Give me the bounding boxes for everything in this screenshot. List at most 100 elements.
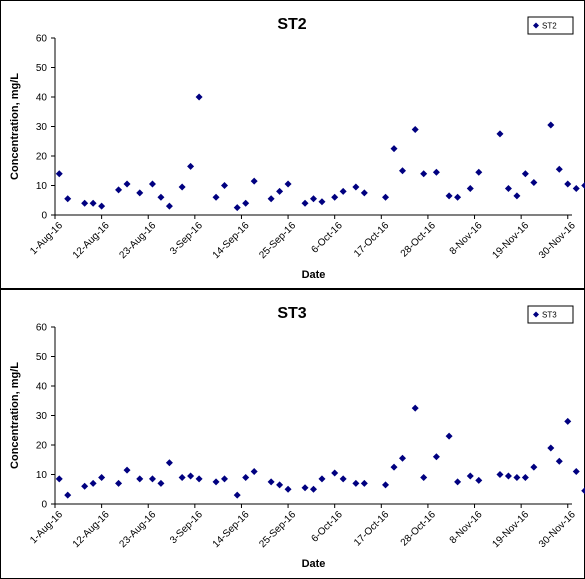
data-point bbox=[547, 444, 555, 452]
x-tick-label: 28-Oct-16 bbox=[399, 509, 439, 549]
data-point bbox=[195, 475, 203, 483]
data-point bbox=[136, 475, 144, 483]
x-tick-label: 14-Sep-16 bbox=[211, 509, 252, 550]
data-point bbox=[360, 189, 368, 197]
y-tick-label: 20 bbox=[36, 441, 48, 452]
data-point bbox=[284, 180, 292, 188]
data-point bbox=[301, 484, 309, 492]
data-point bbox=[445, 432, 453, 440]
x-tick-label: 30-Nov-16 bbox=[537, 509, 578, 550]
data-point bbox=[115, 186, 123, 194]
data-point bbox=[390, 463, 398, 471]
data-point bbox=[411, 404, 419, 412]
x-tick-label: 25-Sep-16 bbox=[257, 509, 298, 550]
data-point bbox=[318, 198, 326, 206]
data-point bbox=[64, 491, 72, 499]
data-point bbox=[301, 199, 309, 207]
data-point bbox=[318, 475, 326, 483]
data-point bbox=[521, 170, 529, 178]
data-point bbox=[382, 193, 390, 201]
data-point bbox=[564, 417, 572, 425]
x-tick-label: 1-Aug-16 bbox=[28, 220, 65, 257]
data-point bbox=[581, 182, 585, 189]
x-tick-label: 17-Oct-16 bbox=[352, 509, 392, 549]
data-point bbox=[221, 475, 229, 483]
x-tick-label: 23-Aug-16 bbox=[117, 220, 158, 261]
y-tick-label: 60 bbox=[36, 34, 48, 45]
x-tick-label: 8-Nov-16 bbox=[448, 509, 485, 546]
y-tick-label: 50 bbox=[36, 63, 48, 74]
x-tick-label: 19-Nov-16 bbox=[490, 220, 531, 261]
data-point bbox=[276, 187, 284, 195]
x-tick-label: 6-Oct-16 bbox=[309, 220, 345, 256]
data-point bbox=[572, 468, 580, 476]
data-point bbox=[382, 481, 390, 489]
legend-marker bbox=[533, 22, 539, 29]
y-tick-label: 10 bbox=[36, 470, 48, 481]
data-point bbox=[89, 479, 97, 487]
x-tick-label: 30-Nov-16 bbox=[537, 220, 578, 261]
x-tick-label: 23-Aug-16 bbox=[117, 509, 158, 550]
data-point bbox=[445, 192, 453, 200]
x-tick-label: 14-Sep-16 bbox=[211, 220, 252, 261]
y-tick-label: 10 bbox=[36, 181, 48, 192]
data-point bbox=[496, 130, 504, 138]
data-point bbox=[267, 195, 275, 203]
data-point bbox=[475, 476, 483, 484]
data-point bbox=[555, 457, 563, 465]
y-tick-label: 20 bbox=[36, 152, 48, 163]
data-point bbox=[352, 183, 360, 191]
data-point bbox=[411, 125, 419, 133]
data-point bbox=[242, 199, 250, 207]
data-point bbox=[233, 491, 241, 499]
data-point bbox=[276, 481, 284, 489]
x-tick-label: 1-Aug-16 bbox=[28, 509, 65, 546]
x-tick-label: 12-Aug-16 bbox=[71, 509, 112, 550]
data-point bbox=[475, 168, 483, 176]
data-point bbox=[81, 199, 89, 207]
data-point bbox=[55, 170, 63, 178]
legend-label: ST3 bbox=[542, 311, 557, 320]
data-point bbox=[420, 170, 428, 178]
data-point bbox=[390, 145, 398, 153]
y-axis-title: Concentration, mg/L bbox=[9, 362, 21, 469]
y-tick-label: 60 bbox=[36, 323, 48, 334]
legend-label: ST2 bbox=[542, 22, 557, 31]
data-point bbox=[513, 473, 521, 481]
data-point bbox=[331, 193, 339, 201]
chart-panel-st3: ST3 0 10 20 30 40 50 60 1-Aug-16 12-Aug-16 23-Aug-… bbox=[0, 289, 585, 579]
data-point bbox=[398, 454, 406, 462]
x-tick-label: 28-Oct-16 bbox=[399, 220, 439, 260]
legend-marker bbox=[533, 311, 539, 318]
x-tick-label: 3-Sep-16 bbox=[168, 220, 205, 257]
x-tick-label: 17-Oct-16 bbox=[352, 220, 392, 260]
data-point bbox=[123, 466, 131, 474]
y-tick-label: 30 bbox=[36, 411, 48, 422]
data-point bbox=[165, 459, 173, 467]
y-axis-title: Concentration, mg/L bbox=[9, 73, 21, 180]
data-point bbox=[221, 182, 229, 189]
x-tick-label: 8-Nov-16 bbox=[448, 220, 485, 257]
data-point bbox=[187, 472, 195, 480]
chart-st2: ST2 0 10 20 30 40 50 60 1-Aug-16 12-Aug-16 23-Aug-… bbox=[9, 16, 585, 281]
data-point bbox=[513, 192, 521, 200]
data-point bbox=[89, 199, 97, 207]
data-point bbox=[564, 180, 572, 188]
data-point bbox=[233, 204, 241, 212]
x-tick-label: 19-Nov-16 bbox=[490, 509, 531, 550]
data-point bbox=[148, 180, 156, 188]
data-point bbox=[250, 468, 258, 476]
legend-box bbox=[527, 16, 574, 35]
y-tick-label: 0 bbox=[41, 500, 47, 511]
data-point bbox=[55, 475, 63, 483]
chart-title: ST2 bbox=[277, 16, 306, 33]
data-point bbox=[454, 478, 462, 486]
data-point bbox=[284, 485, 292, 493]
y-tick-label: 40 bbox=[36, 93, 48, 104]
x-axis-title: Date bbox=[302, 558, 326, 570]
data-point bbox=[398, 167, 406, 175]
x-axis-title: Date bbox=[302, 269, 326, 281]
data-point bbox=[432, 453, 440, 461]
data-point bbox=[157, 479, 165, 487]
data-point bbox=[420, 473, 428, 481]
